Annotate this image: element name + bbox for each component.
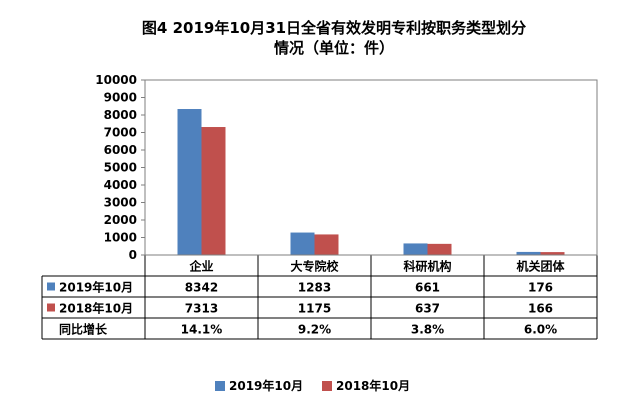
data-label: 7313 xyxy=(185,302,218,316)
y-tick-label: 1000 xyxy=(104,231,137,245)
category-label: 科研机构 xyxy=(403,259,451,274)
series-row-label: 2019年10月 xyxy=(59,280,133,295)
legend-swatch xyxy=(215,381,225,391)
chart-title-line1: 图4 2019年10月31日全省有效发明专利按职务类型划分 xyxy=(142,19,526,37)
y-tick-label: 5000 xyxy=(104,161,137,175)
data-label: 661 xyxy=(415,281,440,295)
data-label: 1283 xyxy=(298,281,331,295)
series-key-swatch xyxy=(47,303,55,312)
category-label: 企业 xyxy=(188,259,213,274)
yoy-value: 6.0% xyxy=(524,323,557,337)
bar[interactable] xyxy=(290,232,315,255)
legend-swatch xyxy=(322,381,332,391)
category-label: 大专院校 xyxy=(290,259,339,274)
y-tick-label: 6000 xyxy=(104,143,137,157)
y-tick-label: 10000 xyxy=(95,73,137,87)
yoy-value: 14.1% xyxy=(181,323,223,337)
data-label: 637 xyxy=(415,302,440,316)
y-tick-label: 8000 xyxy=(104,108,137,122)
bars xyxy=(177,109,565,255)
bar[interactable] xyxy=(403,243,428,255)
bar[interactable] xyxy=(177,109,202,255)
bar[interactable] xyxy=(314,234,339,255)
y-tick-label: 9000 xyxy=(104,91,137,105)
category-label: 机关团体 xyxy=(516,259,565,274)
plot-area xyxy=(144,79,598,256)
yoy-value: 9.2% xyxy=(298,323,331,337)
series-row-label: 2018年10月 xyxy=(59,301,133,316)
legend-label: 2019年10月 xyxy=(229,378,303,393)
y-tick-label: 7000 xyxy=(104,126,137,140)
legend: 2019年10月 2018年10月 xyxy=(215,378,410,393)
data-label: 8342 xyxy=(185,281,218,295)
bar[interactable] xyxy=(201,127,226,255)
y-tick-label: 0 xyxy=(129,248,137,262)
y-tick-label: 3000 xyxy=(104,196,137,210)
chart-title-line2: 情况（单位：件） xyxy=(274,39,394,57)
yoy-value: 3.8% xyxy=(411,323,444,337)
data-label: 166 xyxy=(528,302,553,316)
y-tick-label: 4000 xyxy=(104,178,137,192)
y-axis-ticks: 0 1000 2000 3000 4000 5000 6000 7000 8000 9000 100… xyxy=(95,73,145,262)
data-label: 1175 xyxy=(298,302,331,316)
data-table: 企业 大专院校 科研机构 机关团体 2019年10月 8342 1283 661 176 2018… xyxy=(41,254,598,340)
series-key-swatch xyxy=(47,282,55,291)
y-tick-label: 2000 xyxy=(104,213,137,227)
yoy-row-label: 同比增长 xyxy=(59,322,108,337)
data-label: 176 xyxy=(528,281,553,295)
bar[interactable] xyxy=(516,251,541,255)
legend-label: 2018年10月 xyxy=(336,378,410,393)
bar[interactable] xyxy=(540,252,565,255)
bar[interactable] xyxy=(427,243,452,255)
